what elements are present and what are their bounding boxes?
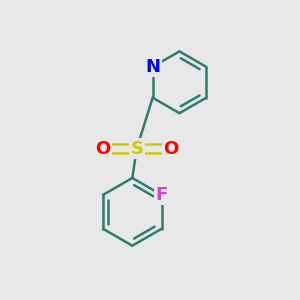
Text: O: O bbox=[95, 140, 110, 158]
Text: N: N bbox=[145, 58, 160, 76]
Text: O: O bbox=[163, 140, 178, 158]
Text: S: S bbox=[130, 140, 143, 158]
Text: F: F bbox=[155, 186, 168, 204]
